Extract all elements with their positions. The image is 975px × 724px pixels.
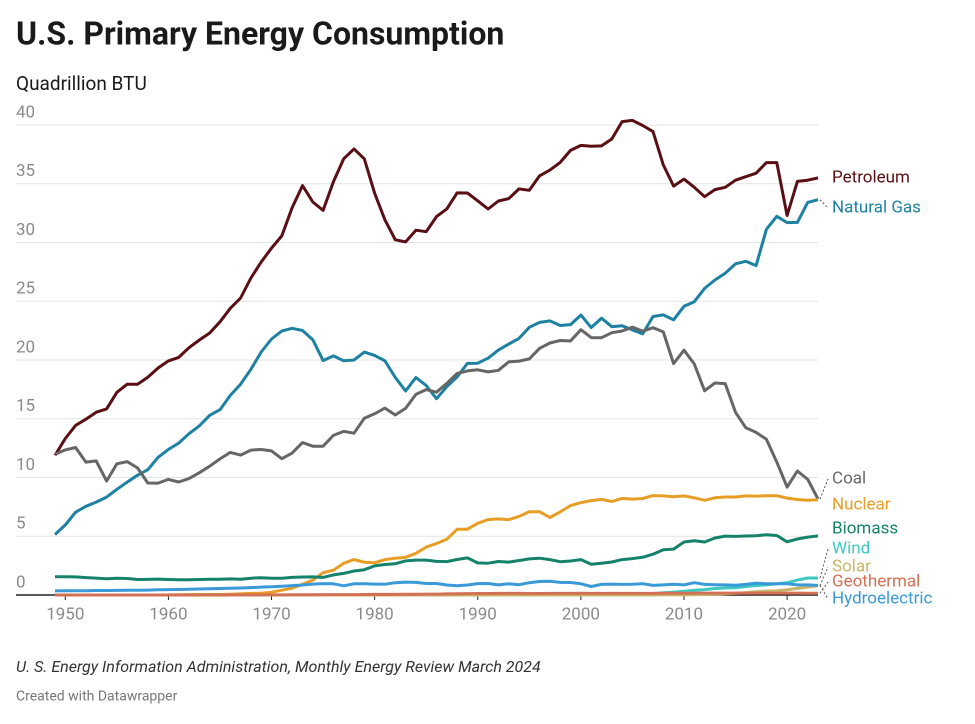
x-tick-label: 1990 xyxy=(459,604,497,624)
series-label: Solar xyxy=(832,556,871,576)
chart-subtitle: Quadrillion BTU xyxy=(16,72,147,95)
source: U. S. Energy Information Administration,… xyxy=(16,657,541,676)
series-label: Geothermal xyxy=(832,571,920,591)
series-line xyxy=(54,579,819,593)
leader-line xyxy=(819,199,829,209)
series-label: Natural Gas xyxy=(832,197,921,217)
series-label: Nuclear xyxy=(832,494,891,514)
leader-line xyxy=(819,478,829,500)
series-line xyxy=(54,533,819,582)
lines xyxy=(53,118,820,597)
y-tick-label: 25 xyxy=(16,279,35,299)
series-label: Biomass xyxy=(832,518,898,538)
x-tick-label: 1950 xyxy=(46,604,84,624)
y-tick-label: 35 xyxy=(16,161,35,181)
y-tick-label: 20 xyxy=(16,337,35,357)
x-tick-label: 1960 xyxy=(149,604,187,624)
labels: Petroleum Natural Gas Coal Nuclear BiomassWi… xyxy=(819,167,932,608)
y-tick-label: 15 xyxy=(16,396,35,416)
y-tick-label: 0 xyxy=(16,572,26,592)
credit: Created with Datawrapper xyxy=(16,689,178,705)
leader-line xyxy=(819,548,829,579)
x-tick-label: 1970 xyxy=(252,604,290,624)
x-tick-label: 2010 xyxy=(665,604,703,624)
y-tick-label: 10 xyxy=(16,455,35,475)
grid: 0 5 10 15 20 25 30 35 40 1950 1960 1970 1980 1990 2000… xyxy=(16,102,818,624)
leader-line xyxy=(819,581,829,594)
leader-line xyxy=(819,566,829,587)
series-line xyxy=(53,118,819,457)
x-tick-label: 2020 xyxy=(768,604,806,624)
x-tick-label: 2000 xyxy=(562,604,600,624)
x-tick-label: 1980 xyxy=(356,604,394,624)
series-line xyxy=(55,591,818,597)
leader-line xyxy=(819,585,829,600)
series-label: Hydroelectric xyxy=(832,588,932,608)
series-label: Wind xyxy=(832,538,870,558)
y-tick-label: 5 xyxy=(16,514,26,534)
series-line xyxy=(53,198,819,536)
y-tick-label: 30 xyxy=(16,220,35,240)
series-label: Petroleum xyxy=(832,167,910,187)
series-label: Coal xyxy=(832,468,866,488)
series-line xyxy=(54,325,820,500)
y-tick-label: 40 xyxy=(16,102,35,122)
chart-title: U.S. Primary Energy Consumption xyxy=(16,14,504,52)
